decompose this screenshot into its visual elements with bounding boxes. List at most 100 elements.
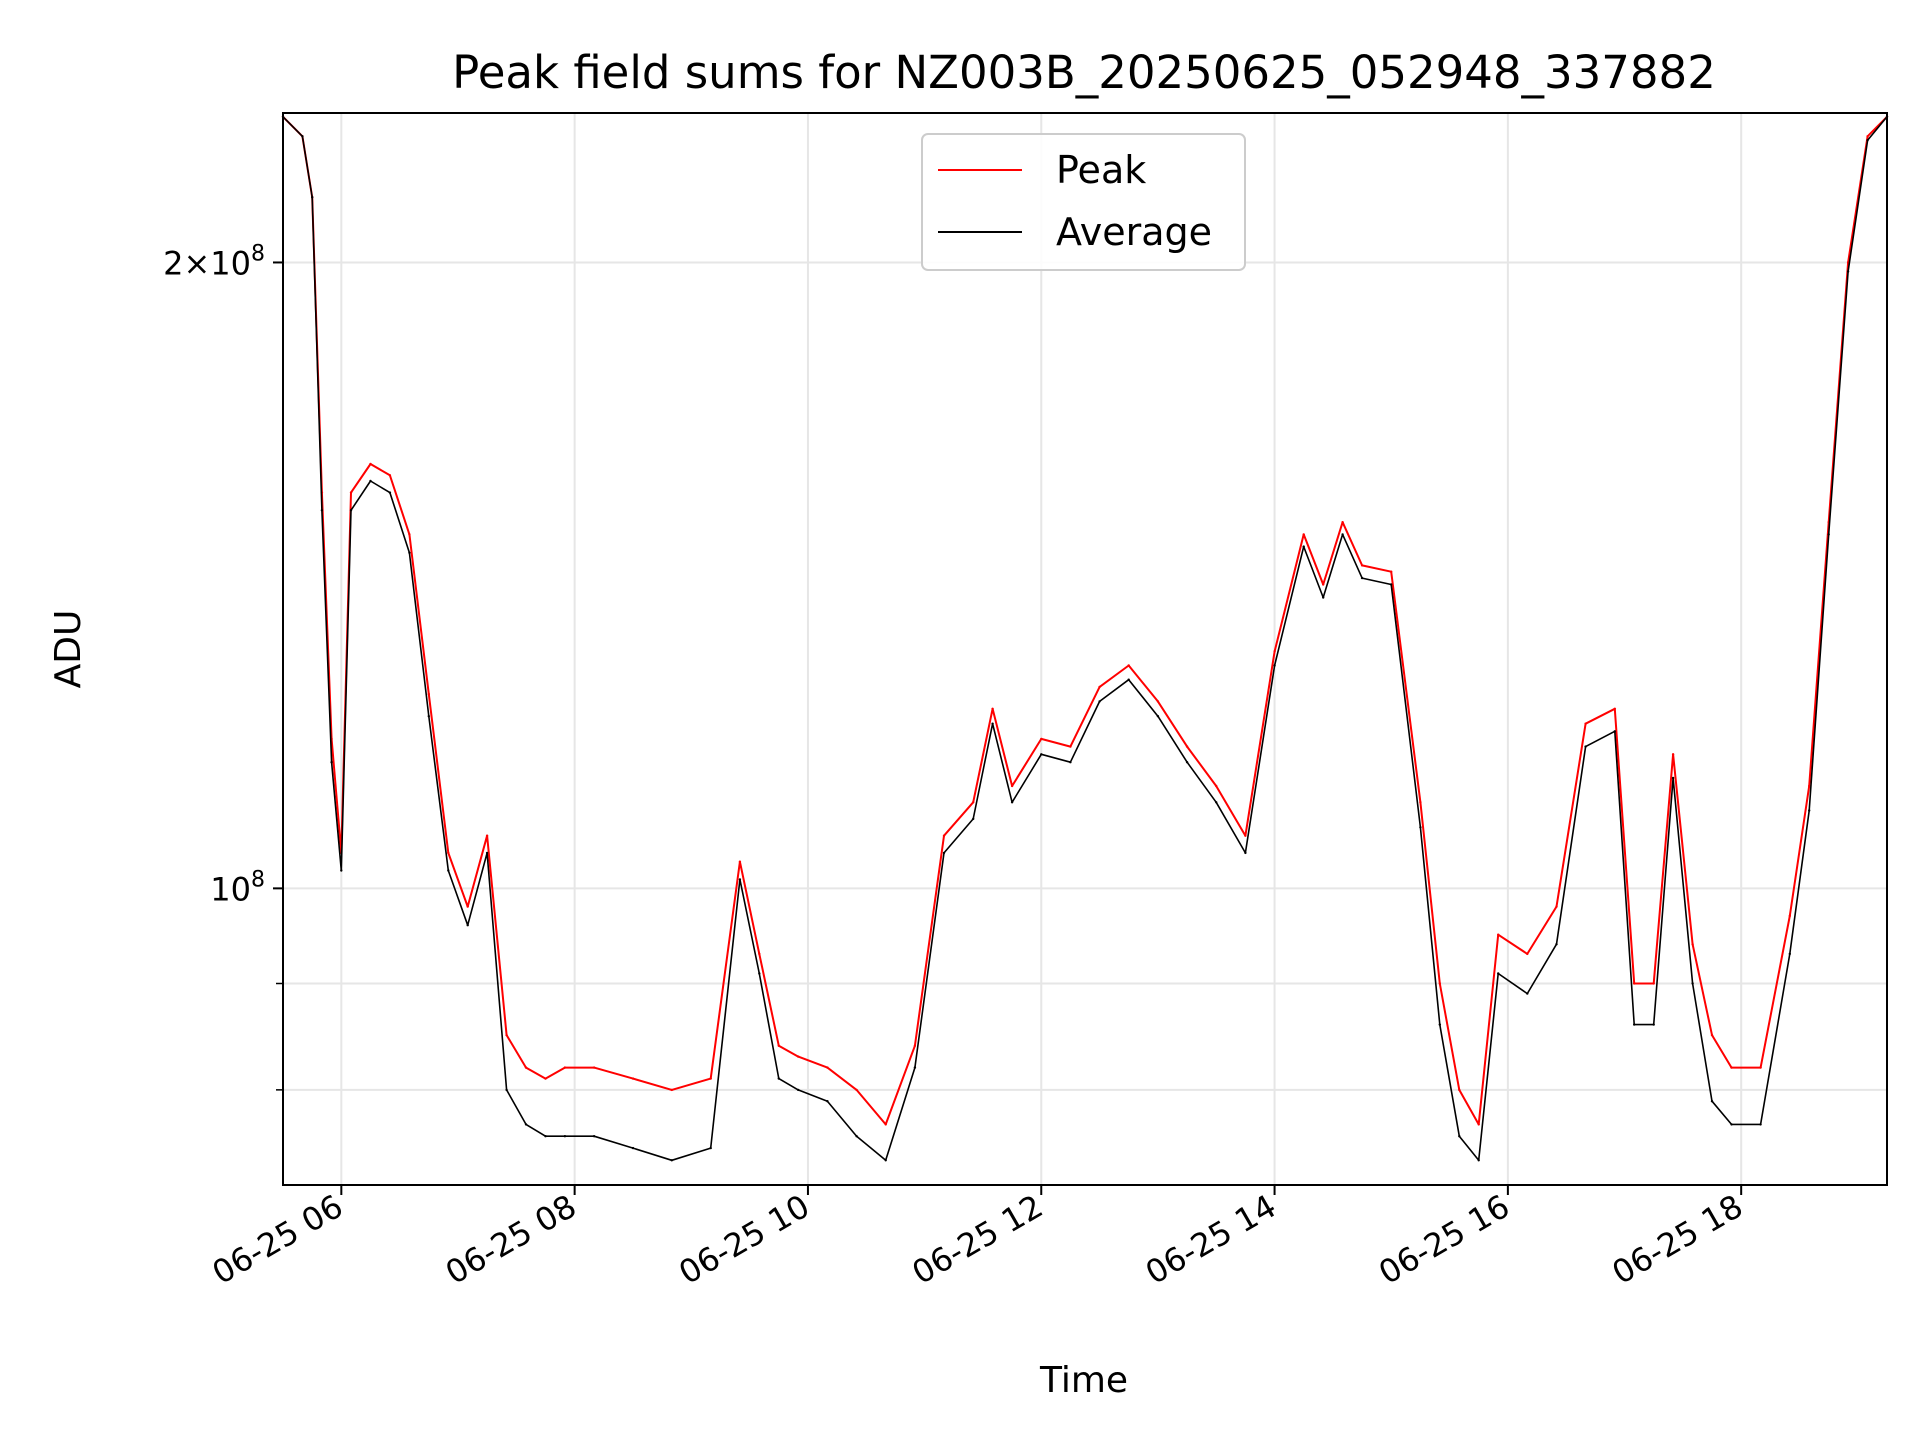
- data-point-average: [1555, 943, 1558, 946]
- data-point-peak: [369, 462, 372, 466]
- data-point-average: [1360, 576, 1364, 580]
- data-point-peak: [1710, 1033, 1714, 1037]
- data-point-average: [1127, 678, 1130, 681]
- legend: Peak Average: [921, 133, 1246, 271]
- data-point-average: [466, 924, 469, 927]
- data-point-peak: [1419, 801, 1422, 804]
- data-point-average: [320, 509, 324, 512]
- data-point-peak: [1652, 982, 1655, 985]
- data-point-average: [1526, 992, 1529, 995]
- data-point-peak: [738, 860, 742, 863]
- data-point-peak: [1555, 905, 1558, 908]
- data-point-peak: [1458, 1088, 1461, 1092]
- data-point-peak: [563, 1066, 567, 1069]
- data-point-average: [1040, 753, 1043, 756]
- data-point-average: [1730, 1123, 1733, 1126]
- y-tick-label: 108: [210, 867, 265, 908]
- data-point-average: [427, 715, 430, 718]
- data-point-average: [777, 1077, 780, 1080]
- data-point-average: [738, 878, 742, 881]
- data-point-peak: [1069, 745, 1072, 748]
- data-point-average: [1215, 801, 1218, 804]
- data-point-average: [1458, 1135, 1461, 1138]
- data-point-average: [1710, 1100, 1714, 1103]
- data-point-peak: [884, 1123, 887, 1126]
- data-point-average: [942, 851, 946, 855]
- data-point-average: [505, 1088, 508, 1092]
- data-point-average: [349, 509, 353, 512]
- data-point-peak: [524, 1066, 528, 1069]
- data-point-peak: [544, 1077, 547, 1080]
- data-point-average: [592, 1135, 596, 1138]
- data-point-average: [913, 1066, 917, 1069]
- data-point-peak: [1010, 784, 1014, 788]
- data-point-peak: [1360, 564, 1364, 567]
- series-line-peak: [282, 116, 1888, 1126]
- data-point-average: [1652, 1023, 1655, 1026]
- data-point-peak: [1040, 737, 1043, 741]
- data-point-average: [972, 817, 975, 821]
- data-point-peak: [1613, 707, 1617, 710]
- data-point-peak: [1497, 933, 1500, 936]
- data-point-peak: [485, 834, 489, 837]
- data-point-average: [1302, 545, 1305, 548]
- data-point-average: [1846, 270, 1850, 273]
- data-point-peak: [913, 1044, 917, 1048]
- data-point-peak: [1244, 834, 1247, 837]
- data-point-peak: [1215, 784, 1218, 788]
- data-point-average: [991, 722, 994, 725]
- legend-label-peak: Peak: [1056, 148, 1146, 192]
- series-line-average: [282, 116, 1888, 1162]
- data-point-peak: [1302, 533, 1305, 536]
- data-point-average: [1185, 761, 1189, 764]
- data-point-peak: [1127, 664, 1130, 667]
- data-point-average: [1156, 715, 1160, 718]
- data-point-average: [1098, 700, 1101, 703]
- y-axis-label: ADU: [48, 610, 89, 689]
- data-point-peak: [1633, 982, 1636, 985]
- data-point-average: [1273, 664, 1276, 667]
- x-axis-label: Time: [1039, 1360, 1128, 1401]
- data-point-average: [1497, 972, 1500, 975]
- data-point-peak: [1438, 982, 1442, 985]
- data-point-peak: [826, 1066, 829, 1069]
- data-point-average: [311, 196, 314, 199]
- data-point-average: [1584, 745, 1587, 748]
- data-point-peak: [972, 801, 975, 804]
- data-point-peak: [466, 905, 469, 908]
- data-point-average: [388, 491, 392, 494]
- data-point-peak: [349, 491, 353, 494]
- data-point-average: [884, 1159, 887, 1162]
- chart-title: Peak field sums for NZ003B_20250625_0529…: [452, 46, 1716, 99]
- plot-frame: [282, 112, 1888, 1186]
- y-tick-label: 2×108: [163, 241, 265, 282]
- data-point-peak: [1273, 650, 1276, 653]
- data-point-peak: [1526, 952, 1529, 956]
- data-point-average: [797, 1088, 800, 1092]
- y-axis: 2×108 108: [163, 241, 283, 1091]
- data-point-peak: [1477, 1123, 1480, 1126]
- data-point-average: [301, 135, 304, 138]
- data-point-peak: [1730, 1066, 1733, 1069]
- data-point-peak: [1866, 135, 1869, 138]
- data-point-average: [1010, 801, 1014, 804]
- data-point-peak: [777, 1044, 780, 1048]
- data-point-average: [447, 869, 450, 872]
- data-point-average: [1633, 1023, 1636, 1026]
- data-point-average: [408, 551, 411, 554]
- data-point-average: [1671, 776, 1675, 780]
- data-point-average: [709, 1146, 712, 1150]
- data-point-peak: [758, 952, 761, 956]
- data-point-average: [563, 1135, 567, 1138]
- data-point-average: [826, 1100, 829, 1103]
- y-tick-exponent: 8: [251, 241, 265, 266]
- data-point-peak: [427, 692, 430, 696]
- data-point-average: [1808, 809, 1811, 812]
- data-point-average: [1827, 533, 1830, 536]
- data-point-peak: [1341, 521, 1344, 524]
- data-point-average: [1477, 1159, 1480, 1162]
- data-point-peak: [1584, 722, 1587, 725]
- data-point-average: [855, 1135, 858, 1138]
- data-point-peak: [1788, 914, 1792, 918]
- y-tick-mantissa: 2: [163, 244, 183, 282]
